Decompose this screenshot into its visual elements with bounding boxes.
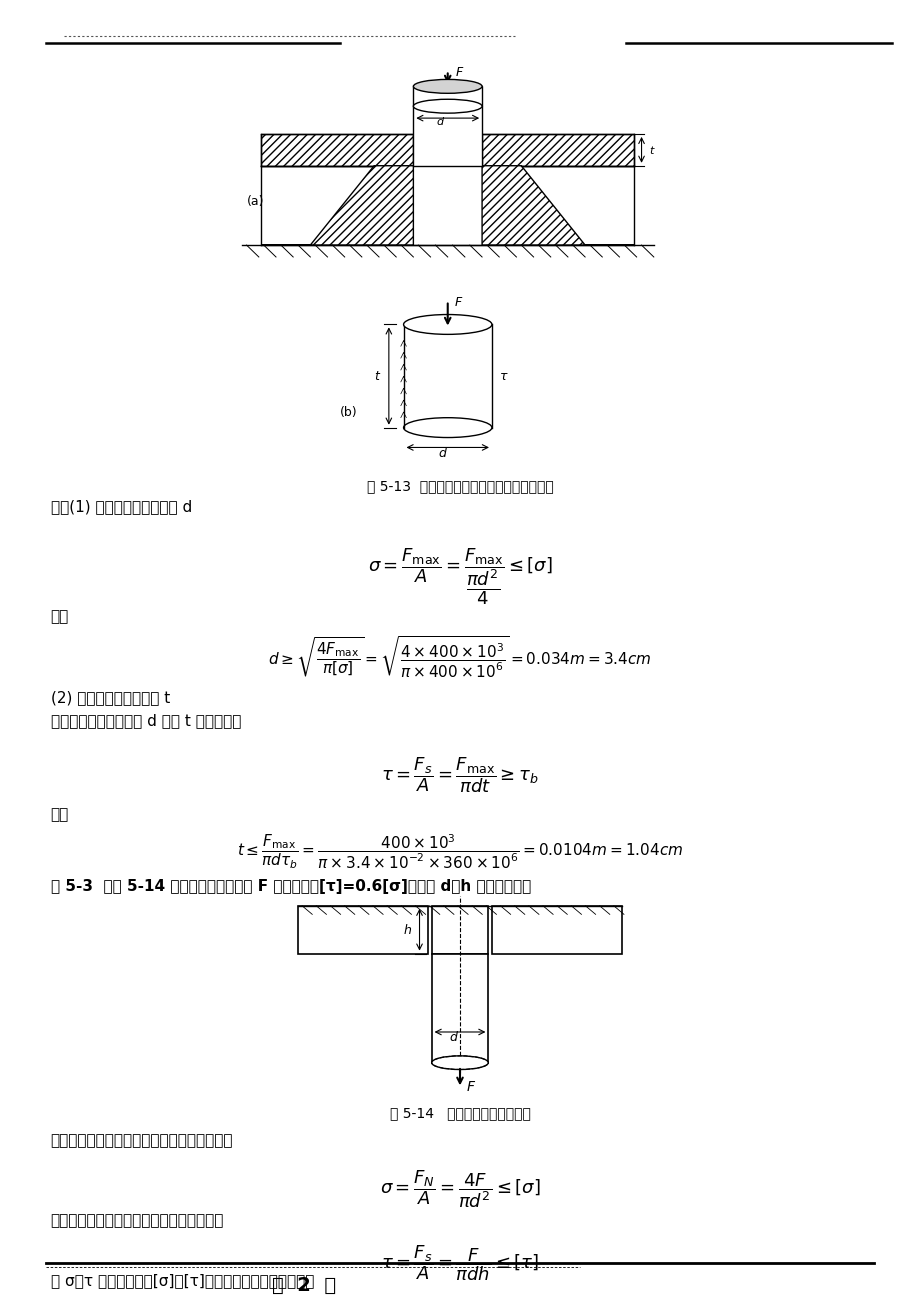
Text: $\tau=\dfrac{F_s}{A}=\dfrac{F_{\max}}{\pi dt}\geq\tau_b$: $\tau=\dfrac{F_s}{A}=\dfrac{F_{\max}}{\p… bbox=[380, 755, 539, 794]
Text: $t$: $t$ bbox=[648, 143, 655, 156]
Text: $\tau$: $\tau$ bbox=[499, 370, 508, 383]
Text: (2) 按钢板剪切强度计算 t: (2) 按钢板剪切强度计算 t bbox=[51, 690, 170, 706]
Text: $F$: $F$ bbox=[453, 296, 462, 309]
Text: 图 5-14   螺钉受轴向拉力示意图: 图 5-14 螺钉受轴向拉力示意图 bbox=[389, 1107, 530, 1121]
Text: $d$: $d$ bbox=[436, 116, 445, 128]
Text: 螺帽承受的剪应力小于等于许用剪应力值：: 螺帽承受的剪应力小于等于许用剪应力值： bbox=[51, 1213, 223, 1229]
Text: $d\geq\sqrt{\dfrac{4F_{\max}}{\pi[\sigma]}}=\sqrt{\dfrac{4\times400\times10^3}{\: $d\geq\sqrt{\dfrac{4F_{\max}}{\pi[\sigma… bbox=[268, 635, 651, 681]
Text: $h$: $h$ bbox=[403, 923, 412, 936]
Bar bbox=[413, 107, 482, 165]
Text: (b): (b) bbox=[339, 406, 357, 419]
Polygon shape bbox=[261, 165, 413, 245]
Text: $\tau=\dfrac{F_s}{A}=\dfrac{F}{\pi dh}\leq[\tau]$: $\tau=\dfrac{F_s}{A}=\dfrac{F}{\pi dh}\l… bbox=[380, 1243, 539, 1282]
Bar bbox=[261, 134, 413, 165]
Text: $F$: $F$ bbox=[455, 66, 464, 79]
Text: 解：螺杆承受的拉应力小于等于许用应力值：: 解：螺杆承受的拉应力小于等于许用应力值： bbox=[51, 1133, 233, 1148]
Text: $\sigma=\dfrac{F_N}{A}=\dfrac{4F}{\pi d^2}\leq[\sigma]$: $\sigma=\dfrac{F_N}{A}=\dfrac{4F}{\pi d^… bbox=[380, 1168, 539, 1210]
Bar bbox=[298, 906, 427, 953]
Bar bbox=[431, 906, 488, 953]
Text: 当 σ、τ 同时分别达到[σ]、[τ]时，材料的利用最合理，既: 当 σ、τ 同时分别达到[σ]、[τ]时，材料的利用最合理，既 bbox=[51, 1273, 313, 1289]
Text: $d$: $d$ bbox=[448, 1030, 459, 1043]
Text: $\sigma=\dfrac{F_{\max}}{A}=\dfrac{F_{\max}}{\dfrac{\pi d^2}{4}}\leq[\sigma]$: $\sigma=\dfrac{F_{\max}}{A}=\dfrac{F_{\m… bbox=[368, 547, 551, 607]
Text: 钢板的剪切面是直径为 d 高为 t 的柱表面。: 钢板的剪切面是直径为 d 高为 t 的柱表面。 bbox=[51, 713, 241, 729]
Text: 所以: 所以 bbox=[51, 807, 69, 823]
Text: (a): (a) bbox=[246, 195, 264, 208]
Ellipse shape bbox=[431, 1056, 488, 1069]
Text: $d$: $d$ bbox=[437, 447, 448, 461]
Ellipse shape bbox=[403, 418, 492, 437]
Text: $t\leq\dfrac{F_{\max}}{\pi d\tau_b}=\dfrac{400\times10^3}{\pi\times3.4\times10^{: $t\leq\dfrac{F_{\max}}{\pi d\tau_b}=\dfr… bbox=[236, 833, 683, 871]
Bar bbox=[431, 953, 488, 1062]
Text: 例 5-3  如图 5-14 所示螺钉受轴向拉力 F 作用，已知[τ]=0.6[σ]，求其 d：h 的合理比值。: 例 5-3 如图 5-14 所示螺钉受轴向拉力 F 作用，已知[τ]=0.6[σ… bbox=[51, 879, 530, 894]
Ellipse shape bbox=[413, 79, 482, 94]
Text: 图 5-13  冲床冲剪钢板及冲剪部分受力示意图: 图 5-13 冲床冲剪钢板及冲剪部分受力示意图 bbox=[367, 479, 552, 493]
Text: $t$: $t$ bbox=[374, 370, 381, 383]
Text: $F$: $F$ bbox=[466, 1079, 476, 1094]
Bar bbox=[413, 86, 482, 107]
Ellipse shape bbox=[403, 315, 492, 335]
Text: 第  2  页: 第 2 页 bbox=[271, 1276, 335, 1295]
Bar bbox=[482, 134, 633, 165]
Text: 解：(1) 按冲头压缩强度计算 d: 解：(1) 按冲头压缩强度计算 d bbox=[51, 499, 192, 514]
Polygon shape bbox=[482, 165, 633, 245]
Text: 所以: 所以 bbox=[51, 609, 69, 625]
Ellipse shape bbox=[413, 99, 482, 113]
Bar bbox=[492, 906, 621, 953]
